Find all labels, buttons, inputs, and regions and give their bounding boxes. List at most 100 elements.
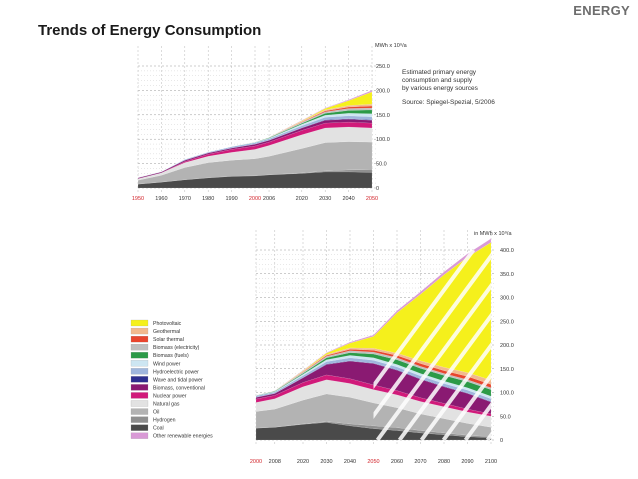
legend-swatch	[130, 344, 149, 351]
area-coal	[255, 422, 492, 441]
y-tick-label: 50.0	[376, 162, 387, 168]
y-tick-label: 150.0	[376, 113, 390, 119]
legend-swatch	[130, 327, 149, 335]
y-tick-label: 0	[500, 438, 503, 444]
chart-top: MWh x 10⁹/a Estimated primary energy con…	[132, 42, 495, 202]
page-title: Trends of Energy Consumption	[38, 22, 262, 39]
area-biomass-electricity	[137, 107, 373, 178]
area-natural-gas	[255, 379, 492, 428]
legend-label: Biomass, conventional	[153, 385, 205, 391]
y-tick-label: 250.0	[500, 319, 514, 325]
legend-swatch	[130, 432, 149, 439]
legend-label: Oil	[153, 410, 159, 416]
x-tick-label: 2020	[297, 459, 309, 465]
legend-label: Photovoltaic	[153, 321, 182, 327]
legend-label: Other renewable energies	[153, 434, 213, 440]
legend-swatch	[130, 392, 149, 399]
legend-swatch	[130, 360, 149, 367]
x-tick-label: 1960	[155, 196, 167, 202]
legend-label: Solar thermal	[153, 337, 184, 343]
stripe	[375, 282, 491, 440]
area-wind-power	[255, 355, 492, 399]
area-solar-thermal	[137, 105, 373, 178]
y-tick-label: 150.0	[500, 367, 514, 373]
x-tick-label: 2090	[461, 459, 473, 465]
chart-top-ylabel: MWh x 10⁹/a	[375, 42, 408, 49]
stripe	[373, 252, 491, 419]
x-tick-label: 1970	[179, 196, 191, 202]
stripe	[397, 312, 491, 440]
x-tick-label: 1990	[225, 196, 237, 202]
x-tick-label: 2006	[263, 196, 275, 202]
x-tick-label: 2080	[438, 459, 450, 465]
stripe	[554, 250, 638, 440]
legend-label: Geothermal	[153, 329, 180, 335]
chart-top-title-line-2: consumption and supply	[402, 77, 473, 84]
x-tick-label: 2040	[344, 459, 356, 465]
x-tick-label: 2030	[320, 459, 332, 465]
legend-swatch	[130, 352, 149, 359]
legend-label: Biomass (electricity)	[153, 345, 200, 351]
chart-bottom-ylabel: in MWh x 10⁹/a	[474, 230, 512, 237]
stripe	[373, 250, 476, 390]
x-tick-label: 2050	[366, 196, 378, 202]
y-tick-label: 0	[376, 186, 379, 192]
area-hydroelectric-power	[137, 115, 373, 178]
legend: Photovoltaic Geothermal Solar thermal Bioma…	[130, 319, 213, 440]
stripe	[463, 402, 491, 440]
legend-swatch	[130, 408, 149, 415]
y-tick-label: 100.0	[376, 137, 390, 143]
y-tick-label: 200.0	[376, 88, 390, 94]
legend-label: Biomass (fuels)	[153, 353, 189, 359]
legend-swatch	[130, 400, 149, 407]
stripe	[576, 250, 638, 440]
x-tick-label: 1950	[132, 196, 144, 202]
x-tick-label: 2000	[250, 459, 262, 465]
legend-swatch	[130, 336, 149, 343]
legend-swatch	[130, 416, 149, 423]
x-tick-label: 2040	[342, 196, 354, 202]
legend-swatch	[130, 384, 149, 391]
y-tick-label: 200.0	[500, 343, 514, 349]
area-other-renewable-energies	[255, 238, 492, 396]
y-tick-label: 50.0	[500, 414, 511, 420]
stripe	[532, 250, 638, 440]
x-tick-label: 2008	[269, 459, 281, 465]
legend-label: Hydroelectric power	[153, 369, 199, 375]
area-nuclear-power	[137, 121, 373, 179]
legend-swatch	[130, 376, 149, 383]
legend-label: Nuclear power	[153, 393, 187, 399]
projection-stripes	[373, 250, 638, 440]
legend-label: Wave and tidal power	[153, 377, 203, 383]
x-tick-label: 2050	[367, 459, 379, 465]
stripe	[419, 342, 491, 440]
stripe	[441, 372, 491, 440]
x-tick-label: 2100	[485, 459, 497, 465]
area-geothermal	[137, 103, 373, 178]
chart-bottom: in MWh x 10⁹/a 0 50.0 100.0 150.0 200.0 250.0…	[250, 230, 638, 465]
x-tick-label: 2000	[249, 196, 261, 202]
legend-swatch	[130, 319, 149, 327]
area-wind-power	[137, 113, 373, 178]
chart-top-title-line-3: by various energy sources	[402, 85, 479, 92]
area-photovoltaic	[137, 91, 373, 178]
brand-label: ENERGY	[573, 3, 630, 18]
legend-label: Coal	[153, 426, 164, 432]
y-tick-label: 400.0	[500, 248, 514, 254]
stacked-areas	[137, 90, 373, 189]
x-tick-label: 2020	[296, 196, 308, 202]
area-solar-thermal	[255, 349, 492, 396]
legend-label: Natural gas	[153, 402, 180, 408]
x-tick-label: 2030	[319, 196, 331, 202]
legend-swatch	[130, 368, 149, 375]
legend-label: Wind power	[153, 361, 181, 367]
stripe	[598, 250, 638, 440]
y-tick-label: 350.0	[500, 272, 514, 278]
area-other-renewable-energies	[137, 90, 373, 178]
legend-label: Hydrogen	[153, 418, 176, 424]
chart-top-source: Source: Spiegel-Spezial, 5/2006	[402, 99, 495, 106]
y-tick-label: 250.0	[376, 64, 390, 70]
stripe	[620, 250, 638, 440]
chart-top-title-line-1: Estimated primary energy	[402, 69, 477, 76]
